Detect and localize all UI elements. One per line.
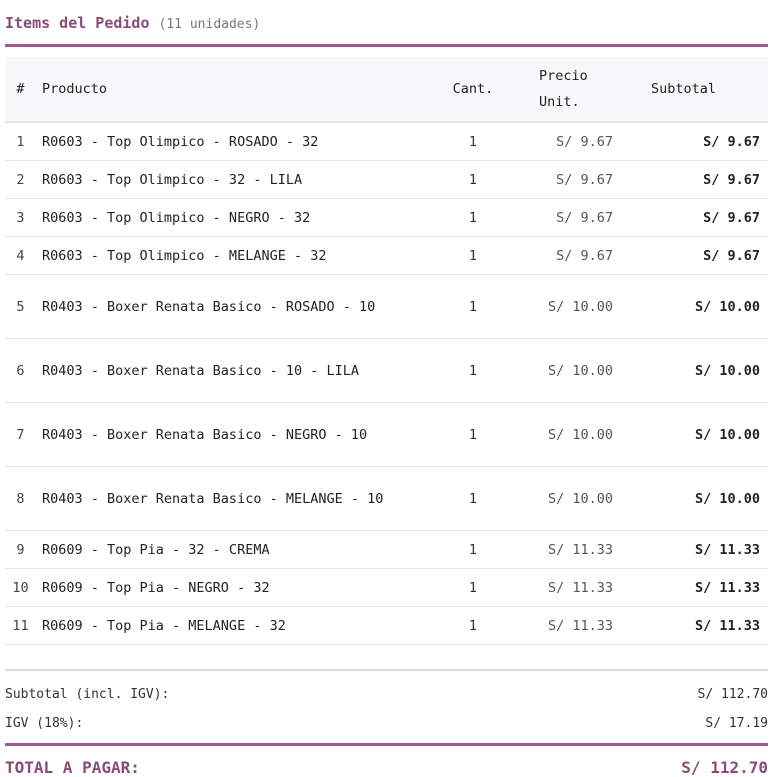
row-subtotal: S/ 9.67 — [631, 198, 768, 237]
table-row: 7 R0403 - Boxer Renata Basico - NEGRO - … — [5, 402, 768, 467]
item-count: (11 unidades) — [158, 17, 261, 32]
row-subtotal: S/ 11.33 — [631, 568, 768, 607]
row-qty: 1 — [427, 338, 519, 403]
row-qty: 1 — [427, 606, 519, 645]
row-qty: 1 — [427, 466, 519, 531]
row-unit-price: S/ 10.00 — [519, 338, 631, 403]
row-product: R0609 - Top Pia - 32 - CREMA — [36, 530, 427, 569]
grand-total-value: S/ 112.70 — [681, 758, 768, 777]
row-qty: 1 — [427, 122, 519, 161]
table-row: 9 R0609 - Top Pia - 32 - CREMA 1 S/ 11.3… — [5, 530, 768, 569]
row-unit-price: S/ 9.67 — [519, 160, 631, 199]
row-unit-price: S/ 9.67 — [519, 198, 631, 237]
row-qty: 1 — [427, 274, 519, 339]
row-subtotal: S/ 9.67 — [631, 122, 768, 161]
row-product: R0403 - Boxer Renata Basico - 10 - LILA — [36, 338, 427, 403]
table-row: 5 R0403 - Boxer Renata Basico - ROSADO -… — [5, 274, 768, 339]
row-qty: 1 — [427, 530, 519, 569]
table-row: 6 R0403 - Boxer Renata Basico - 10 - LIL… — [5, 338, 768, 403]
row-unit-price: S/ 10.00 — [519, 466, 631, 531]
row-index: 7 — [5, 402, 36, 467]
col-header-qty: Cant. — [427, 57, 519, 123]
row-product: R0403 - Boxer Renata Basico - MELANGE - … — [36, 466, 427, 531]
row-subtotal: S/ 10.00 — [631, 466, 768, 531]
table-row: 2 R0603 - Top Olimpico - 32 - LILA 1 S/ … — [5, 160, 768, 199]
row-product: R0603 - Top Olimpico - ROSADO - 32 — [36, 122, 427, 161]
table-row: 8 R0403 - Boxer Renata Basico - MELANGE … — [5, 466, 768, 531]
totals-divider — [5, 669, 768, 671]
col-header-unit-price-line2: Unit. — [539, 94, 580, 110]
section-title: Items del Pedido — [5, 14, 150, 32]
row-index: 2 — [5, 160, 36, 199]
grand-total-row: TOTAL A PAGAR: S/ 112.70 — [5, 758, 768, 777]
row-subtotal: S/ 9.67 — [631, 160, 768, 199]
row-unit-price: S/ 9.67 — [519, 122, 631, 161]
row-subtotal: S/ 11.33 — [631, 606, 768, 645]
row-product: R0609 - Top Pia - NEGRO - 32 — [36, 568, 427, 607]
row-unit-price: S/ 9.67 — [519, 236, 631, 275]
col-header-index: # — [5, 57, 36, 123]
table-row: 3 R0603 - Top Olimpico - NEGRO - 32 1 S/… — [5, 198, 768, 237]
row-qty: 1 — [427, 198, 519, 237]
row-subtotal: S/ 10.00 — [631, 402, 768, 467]
subtotal-row: Subtotal (incl. IGV): S/ 112.70 — [5, 687, 768, 702]
row-product: R0609 - Top Pia - MELANGE - 32 — [36, 606, 427, 645]
row-unit-price: S/ 11.33 — [519, 606, 631, 645]
row-unit-price: S/ 10.00 — [519, 274, 631, 339]
row-index: 11 — [5, 606, 36, 645]
row-index: 4 — [5, 236, 36, 275]
subtotal-label: Subtotal (incl. IGV): — [5, 687, 170, 702]
row-subtotal: S/ 10.00 — [631, 274, 768, 339]
igv-label: IGV (18%): — [5, 716, 84, 731]
row-unit-price: S/ 10.00 — [519, 402, 631, 467]
table-row: 11 R0609 - Top Pia - MELANGE - 32 1 S/ 1… — [5, 606, 768, 645]
row-index: 8 — [5, 466, 36, 531]
row-product: R0603 - Top Olimpico - MELANGE - 32 — [36, 236, 427, 275]
table-row: 4 R0603 - Top Olimpico - MELANGE - 32 1 … — [5, 236, 768, 275]
row-index: 5 — [5, 274, 36, 339]
table-row: 10 R0609 - Top Pia - NEGRO - 32 1 S/ 11.… — [5, 568, 768, 607]
header-divider — [5, 44, 768, 47]
col-header-unit-price-line1: Precio — [539, 68, 588, 84]
row-index: 1 — [5, 122, 36, 161]
items-table: # Producto Cant. Precio Unit. Subtotal 1… — [5, 57, 768, 645]
row-product: R0403 - Boxer Renata Basico - NEGRO - 10 — [36, 402, 427, 467]
row-qty: 1 — [427, 236, 519, 275]
row-qty: 1 — [427, 402, 519, 467]
row-index: 6 — [5, 338, 36, 403]
section-header: Items del Pedido (11 unidades) — [5, 14, 768, 32]
row-subtotal: S/ 9.67 — [631, 236, 768, 275]
igv-value: S/ 17.19 — [705, 716, 768, 731]
col-header-subtotal: Subtotal — [631, 57, 768, 123]
row-product: R0403 - Boxer Renata Basico - ROSADO - 1… — [36, 274, 427, 339]
row-index: 10 — [5, 568, 36, 607]
table-row: 1 R0603 - Top Olimpico - ROSADO - 32 1 S… — [5, 122, 768, 161]
row-index: 9 — [5, 530, 36, 569]
subtotal-value: S/ 112.70 — [697, 687, 768, 702]
grand-total-label: TOTAL A PAGAR: — [5, 758, 140, 777]
row-qty: 1 — [427, 160, 519, 199]
row-product: R0603 - Top Olimpico - NEGRO - 32 — [36, 198, 427, 237]
row-unit-price: S/ 11.33 — [519, 568, 631, 607]
row-unit-price: S/ 11.33 — [519, 530, 631, 569]
col-header-product: Producto — [36, 57, 427, 123]
row-subtotal: S/ 11.33 — [631, 530, 768, 569]
igv-row: IGV (18%): S/ 17.19 — [5, 716, 768, 731]
row-subtotal: S/ 10.00 — [631, 338, 768, 403]
row-qty: 1 — [427, 568, 519, 607]
row-product: R0603 - Top Olimpico - 32 - LILA — [36, 160, 427, 199]
grand-total-divider — [5, 743, 768, 746]
table-header-row: # Producto Cant. Precio Unit. Subtotal — [5, 57, 768, 123]
col-header-unit-price: Precio Unit. — [519, 57, 631, 123]
row-index: 3 — [5, 198, 36, 237]
